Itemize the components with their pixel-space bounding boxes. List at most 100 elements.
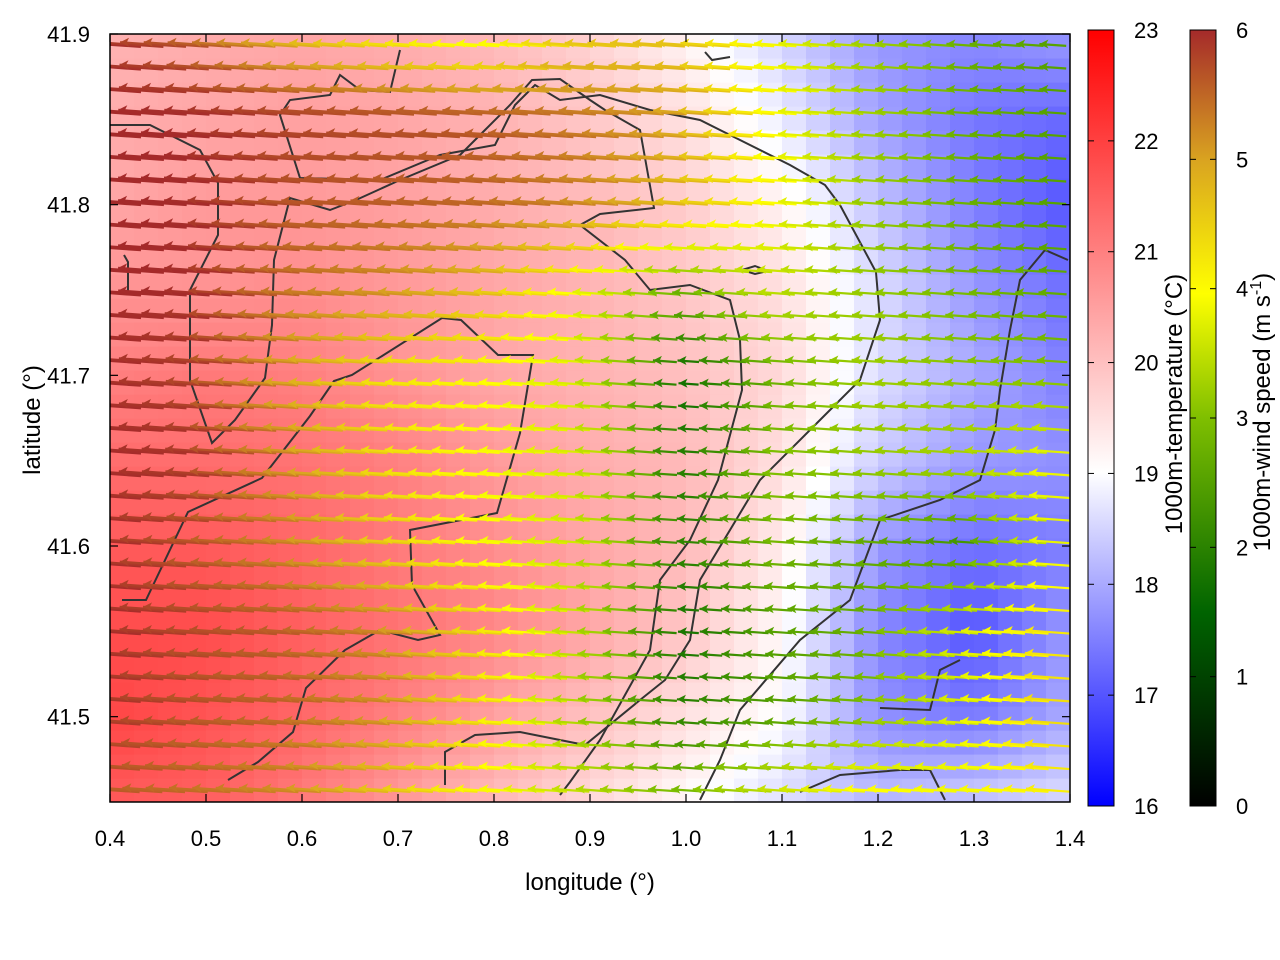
wind-arrow-head (351, 218, 361, 228)
wind-arrow-head (577, 739, 587, 749)
wind-arrow-head (212, 82, 222, 92)
wind-arrow-head (332, 738, 342, 748)
temperature-colorbar-gradient (1087, 29, 1115, 807)
heatmap-cell (542, 730, 567, 755)
wind-arrow-head (743, 626, 753, 636)
wind-arrow-head (502, 603, 512, 613)
wind-arrow-head (307, 715, 317, 725)
heatmap-cell (302, 298, 327, 323)
wind-arrow-head (703, 151, 713, 161)
wind-arrow-shaft (110, 721, 141, 726)
wind-arrow-shaft (145, 764, 209, 771)
wind-arrow-head (286, 783, 296, 793)
wind-arrow-head (312, 377, 322, 387)
wind-arrow-head (288, 377, 298, 387)
wind-arrow-head (503, 761, 513, 771)
wind-arrow-head (303, 105, 313, 115)
wind-arrow-head (1003, 648, 1013, 658)
wind-arrow-head (236, 670, 246, 680)
wind-arrow-head (166, 647, 176, 657)
wind-arrow-shaft (349, 154, 415, 161)
wind-arrow-head (652, 446, 662, 456)
wind-arrow-head (335, 512, 345, 522)
wind-arrow-head (676, 559, 686, 569)
wind-arrow-head (73, 648, 82, 657)
wind-arrow-head (690, 265, 700, 274)
wind-arrow-shaft (476, 629, 524, 635)
wind-arrow-head (503, 558, 512, 568)
wind-arrow-head (96, 309, 105, 318)
wind-arrow-head (575, 377, 585, 387)
wind-arrow-shaft (867, 787, 911, 793)
wind-arrow-head (686, 242, 696, 252)
wind-arrow-head (719, 536, 729, 546)
heatmap-cell (710, 322, 735, 347)
wind-arrow-shaft (142, 86, 210, 94)
wind-arrow-head (1006, 581, 1016, 590)
wind-arrow-shaft (453, 742, 501, 748)
wind-arrow-head (827, 152, 837, 161)
wind-arrow-head (698, 468, 708, 478)
heatmap-cell (854, 586, 879, 611)
wind-arrow-head (424, 264, 434, 273)
heatmap-cell (590, 682, 615, 707)
wind-arrow-shaft (683, 222, 729, 229)
wind-arrow-shaft (189, 696, 255, 703)
wind-arrow-shaft (121, 764, 186, 771)
wind-arrow-head (698, 446, 708, 456)
wind-arrow-head (1008, 513, 1018, 523)
wind-arrow-head (680, 38, 690, 48)
wind-arrow-head (946, 84, 956, 94)
heatmap-cell (1046, 754, 1070, 779)
wind-arrow-head (214, 444, 224, 454)
wind-arrow-shaft (544, 267, 593, 274)
heatmap-cell (710, 346, 735, 371)
wind-arrow-head (741, 355, 751, 365)
wind-arrow-head (762, 739, 772, 749)
wind-arrow-head (214, 534, 224, 544)
wind-arrow-head (1029, 445, 1039, 455)
wind-arrow-head (165, 376, 175, 386)
wind-arrow-head (674, 310, 683, 320)
wind-arrow-head (526, 445, 536, 455)
heatmap-cell (230, 58, 255, 83)
wind-arrow-head (190, 715, 200, 725)
wind-arrow-head (517, 241, 527, 251)
heatmap-cell (806, 442, 831, 467)
heatmap-cell (470, 682, 495, 707)
wind-arrow-head (606, 151, 616, 160)
wind-arrow-head (360, 354, 370, 364)
wind-arrow-shaft (264, 380, 321, 387)
wind-arrow-head (358, 557, 367, 567)
wind-arrow-shaft (110, 426, 164, 432)
wind-arrow-shaft (110, 493, 164, 500)
wind-arrow-head (395, 128, 405, 138)
wind-arrow-head (897, 445, 907, 455)
wind-arrow-head (1038, 310, 1047, 320)
wind-arrow-head (605, 105, 615, 115)
wind-arrow-head (677, 423, 687, 433)
wind-arrow-shaft (110, 267, 164, 274)
wind-arrow-head (559, 173, 569, 183)
wind-arrow-head (503, 739, 513, 749)
wind-arrow-head (802, 129, 812, 139)
wind-arrow-shaft (383, 538, 433, 545)
wind-arrow-head (215, 376, 225, 386)
heatmap-cell (422, 82, 447, 107)
wind-arrow-head (913, 784, 923, 794)
wind-arrow-head (552, 694, 562, 704)
wind-arrow-head (477, 716, 487, 726)
wind-arrow-shaft (478, 584, 523, 590)
wind-arrow-head (635, 219, 645, 229)
wind-arrow-head (260, 738, 270, 748)
wind-arrow-head (875, 287, 885, 297)
wind-arrow-head (990, 355, 1000, 365)
wind-arrow-shaft (326, 176, 392, 184)
wind-arrow-head (428, 603, 438, 613)
wind-arrow-shaft (360, 358, 410, 364)
wind-arrow-head (671, 784, 681, 794)
wind-arrow-head (310, 60, 320, 70)
wind-arrow-shaft (548, 313, 591, 319)
wind-arrow-shaft (143, 718, 209, 726)
wind-arrow-head (981, 716, 991, 726)
